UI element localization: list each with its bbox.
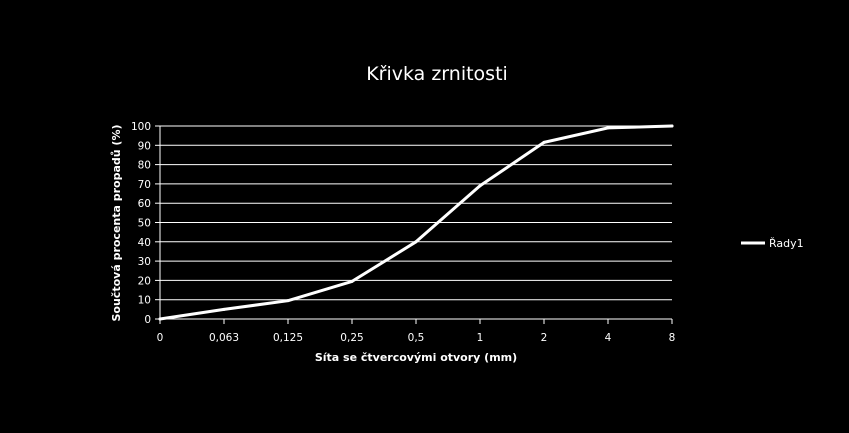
- y-tick-label: 30: [138, 256, 151, 268]
- y-tick-label: 10: [138, 295, 151, 307]
- data-point: [542, 140, 546, 144]
- data-point: [158, 317, 162, 321]
- data-point: [222, 307, 226, 311]
- x-axis: 0 0,063 0,125 0,25 0,5 1 2 4 8: [157, 318, 676, 344]
- y-tick-label: 100: [131, 121, 151, 133]
- data-point: [478, 184, 482, 188]
- chart-title: Křivka zrnitosti: [366, 63, 508, 85]
- y-tick-label: 80: [138, 160, 151, 172]
- data-point: [350, 279, 354, 283]
- x-tick-label: 0,063: [209, 332, 239, 344]
- series-layer: [158, 124, 674, 321]
- data-point: [286, 299, 290, 303]
- legend-label: Řady1: [769, 237, 804, 250]
- x-tick-label: 0: [157, 332, 164, 344]
- y-axis: 0 10 20 30 40 50 60 70 80 90 100: [131, 121, 161, 326]
- y-tick-label: 50: [138, 218, 151, 230]
- y-tick-label: 90: [138, 140, 151, 152]
- x-axis-title: Síta se čtvercovými otvory (mm): [315, 351, 517, 364]
- y-tick-label: 70: [138, 179, 151, 191]
- gridlines: [160, 125, 672, 301]
- y-tick-label: 0: [144, 314, 151, 326]
- data-point: [414, 240, 418, 244]
- x-tick-label: 0,5: [408, 332, 425, 344]
- y-tick-label: 60: [138, 198, 151, 210]
- y-tick-label: 40: [138, 237, 151, 249]
- x-tick-label: 0,125: [273, 332, 303, 344]
- data-point: [606, 126, 610, 130]
- legend: Řady1: [741, 237, 804, 250]
- x-tick-label: 2: [541, 332, 548, 344]
- x-tick-label: 8: [669, 332, 676, 344]
- x-tick-label: 4: [605, 332, 612, 344]
- y-tick-label: 20: [138, 275, 151, 287]
- y-axis-title: Součtová procenta propadů (%): [110, 124, 123, 321]
- x-tick-label: 1: [477, 332, 484, 344]
- data-point: [670, 124, 674, 128]
- x-tick-label: 0,25: [340, 332, 363, 344]
